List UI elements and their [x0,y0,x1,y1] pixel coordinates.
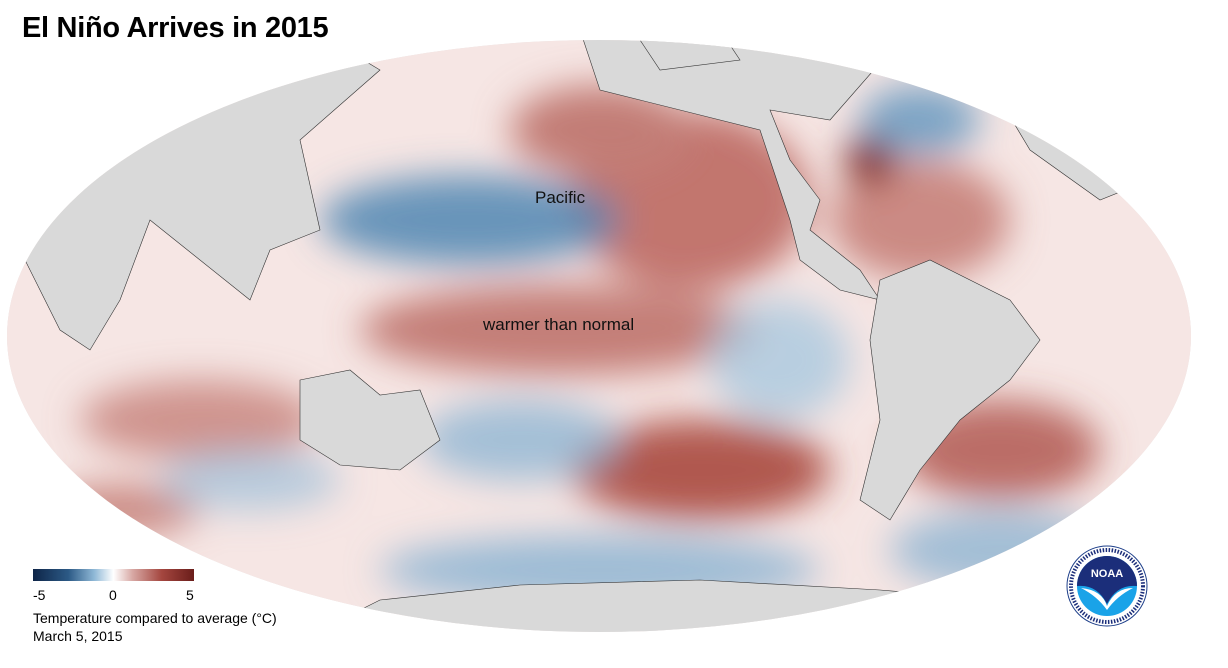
legend-date: March 5, 2015 [33,628,123,644]
page-title: El Niño Arrives in 2015 [22,12,329,44]
pacific-label: Pacific [535,188,586,207]
noaa-logo: NOAA [1066,545,1148,627]
legend-color-bar [33,569,194,581]
legend-caption: Temperature compared to average (°C) [33,610,277,626]
legend-mid-label: 0 [109,587,117,603]
legend-max-label: 5 [186,587,194,603]
warmer-than-normal-label: warmer than normal [483,315,635,334]
color-legend: -5 0 5 Temperature compared to average (… [33,569,277,645]
svg-text:NOAA: NOAA [1091,568,1123,580]
legend-min-label: -5 [33,587,46,603]
